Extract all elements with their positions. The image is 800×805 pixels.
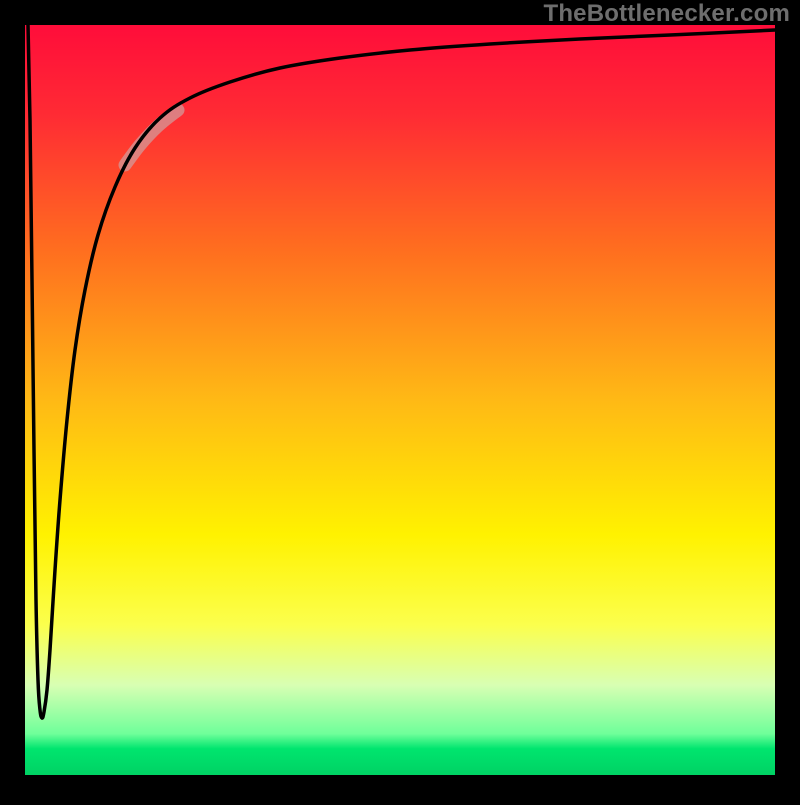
watermark-text: TheBottlenecker.com [543, 0, 790, 28]
bottleneck-chart [0, 0, 800, 800]
chart-background [25, 25, 775, 775]
chart-frame: TheBottlenecker.com [0, 0, 800, 800]
